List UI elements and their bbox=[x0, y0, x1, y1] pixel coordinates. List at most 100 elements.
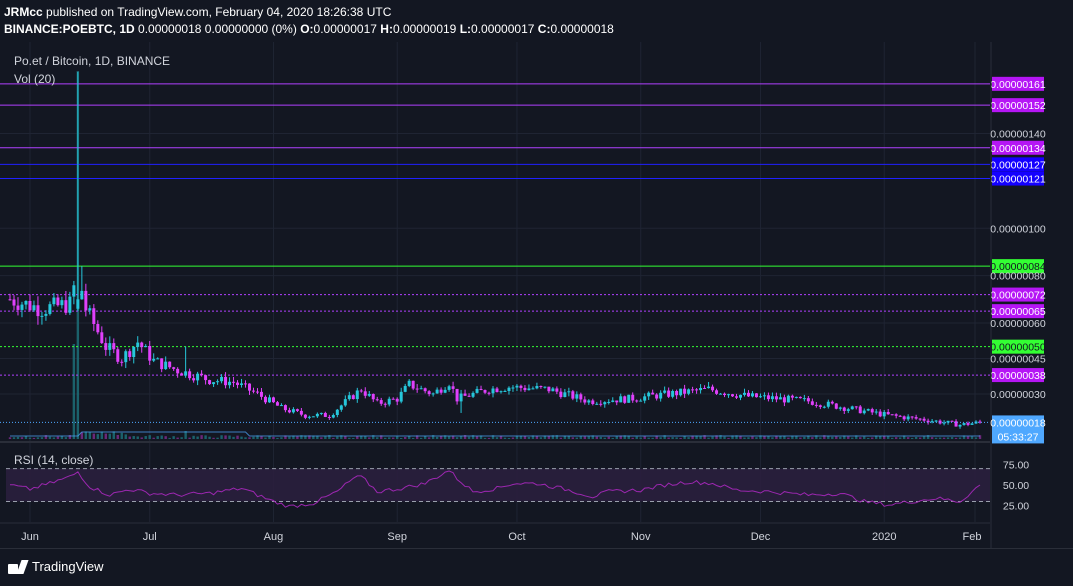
candle-body bbox=[120, 361, 124, 363]
volume-bar bbox=[68, 435, 72, 439]
candle-body bbox=[918, 418, 922, 420]
volume-bar bbox=[288, 436, 291, 439]
volume-bar bbox=[72, 344, 76, 439]
candle-body bbox=[695, 389, 699, 391]
candle-body bbox=[8, 299, 12, 301]
volume-bar bbox=[559, 437, 563, 439]
candle-body bbox=[160, 358, 164, 370]
volume-bar bbox=[200, 435, 203, 439]
candle-body bbox=[750, 393, 754, 397]
volume-bar bbox=[316, 435, 319, 439]
volume-bar bbox=[172, 436, 175, 439]
candle-body bbox=[415, 388, 419, 390]
volume-bar bbox=[136, 436, 139, 439]
volume-bar bbox=[831, 436, 834, 439]
volume-bar bbox=[284, 435, 287, 439]
candle-body bbox=[383, 403, 387, 405]
candle-body bbox=[12, 299, 16, 306]
candle-body bbox=[351, 395, 355, 400]
level-label: 0.00000134 bbox=[990, 143, 1046, 155]
volume-bar bbox=[320, 437, 323, 439]
candle-body bbox=[188, 371, 192, 379]
volume-bar bbox=[152, 437, 155, 439]
open-value: 0.00000017 bbox=[313, 22, 377, 36]
level-label-bg bbox=[992, 171, 1044, 186]
high-label: H: bbox=[380, 22, 393, 36]
candle-body bbox=[395, 398, 399, 402]
candle-body bbox=[399, 391, 403, 402]
volume-bar bbox=[216, 437, 219, 439]
volume-bar bbox=[691, 435, 694, 439]
candle-body bbox=[232, 381, 236, 383]
volume-bar bbox=[851, 437, 854, 439]
candle-body bbox=[838, 407, 842, 409]
candle-body bbox=[144, 345, 148, 348]
volume-bar bbox=[755, 437, 758, 439]
level-label: 0.00000050 bbox=[990, 342, 1046, 354]
volume-bar bbox=[827, 435, 830, 439]
candle-body bbox=[323, 412, 327, 417]
candle-body bbox=[770, 396, 774, 400]
volume-bar bbox=[196, 436, 199, 439]
candle-body bbox=[104, 343, 108, 350]
volume-bar bbox=[946, 437, 950, 439]
volume-bar bbox=[104, 433, 108, 439]
candle-body bbox=[132, 346, 136, 358]
level-label-bg bbox=[992, 76, 1044, 91]
volume-bar bbox=[324, 436, 327, 439]
candle-body bbox=[283, 405, 287, 411]
volume-bar bbox=[958, 437, 962, 439]
candle-body bbox=[407, 380, 411, 386]
tradingview-icon bbox=[8, 559, 29, 574]
rsi-pane: 75.00 50.00 25.00 bbox=[6, 459, 1029, 513]
volume-bar bbox=[308, 435, 311, 439]
volume-bar bbox=[843, 435, 846, 439]
volume-bar bbox=[591, 435, 594, 439]
candle-body bbox=[874, 411, 878, 413]
candle-body bbox=[359, 390, 363, 392]
tradingview-logo[interactable]: TradingView bbox=[8, 559, 104, 574]
volume-bar bbox=[795, 435, 798, 439]
volume-bar bbox=[535, 435, 539, 439]
candle-body bbox=[467, 395, 471, 397]
candle-body bbox=[631, 394, 635, 401]
volume-bar bbox=[56, 436, 60, 439]
candle-body bbox=[854, 406, 858, 408]
volume-bar bbox=[767, 436, 770, 439]
candle-body bbox=[76, 299, 80, 309]
volume-bar bbox=[627, 435, 630, 439]
candle-body bbox=[647, 392, 651, 397]
volume-bar bbox=[807, 435, 810, 439]
candle-body bbox=[60, 300, 64, 306]
candle-body bbox=[307, 416, 311, 418]
candle-body bbox=[790, 395, 794, 398]
publisher-name[interactable]: JRMcc bbox=[4, 5, 43, 19]
horizontal-levels[interactable]: 0.00000161 0.00000152 0.00000134 0.00000127… bbox=[0, 76, 1046, 383]
level-label-bg bbox=[992, 368, 1044, 383]
chart-canvas[interactable]: 0.00000161 0.00000152 0.00000134 0.00000127… bbox=[0, 42, 1073, 548]
volume-bar bbox=[124, 434, 127, 439]
candle-body bbox=[746, 392, 750, 397]
volume-bar bbox=[675, 437, 678, 439]
volume-bar bbox=[922, 436, 926, 439]
volume-bar bbox=[607, 436, 610, 439]
volume-bar bbox=[695, 435, 698, 439]
candle-body bbox=[128, 351, 132, 358]
volume-bar bbox=[396, 436, 399, 439]
volume-bar bbox=[970, 436, 974, 439]
close-value: 0.00000018 bbox=[550, 22, 614, 36]
volume-bar bbox=[595, 436, 598, 439]
candle-body bbox=[962, 423, 966, 425]
candle-body bbox=[499, 391, 503, 393]
time-axis[interactable]: Jun Jul Aug Sep Oct Nov Dec 2020 Feb bbox=[0, 522, 990, 543]
candle-body bbox=[108, 343, 112, 350]
candle-body bbox=[303, 414, 307, 418]
candle-body bbox=[754, 393, 758, 398]
volume-bar bbox=[487, 437, 491, 439]
volume-bar bbox=[583, 436, 587, 439]
volume-bar bbox=[643, 436, 646, 439]
volume-bar bbox=[336, 436, 339, 439]
price-axis[interactable]: 0.00000140 0.00000100 0.00000080 0.00000060… bbox=[0, 42, 1046, 548]
candle-body bbox=[152, 358, 156, 361]
candle-body bbox=[204, 375, 208, 381]
